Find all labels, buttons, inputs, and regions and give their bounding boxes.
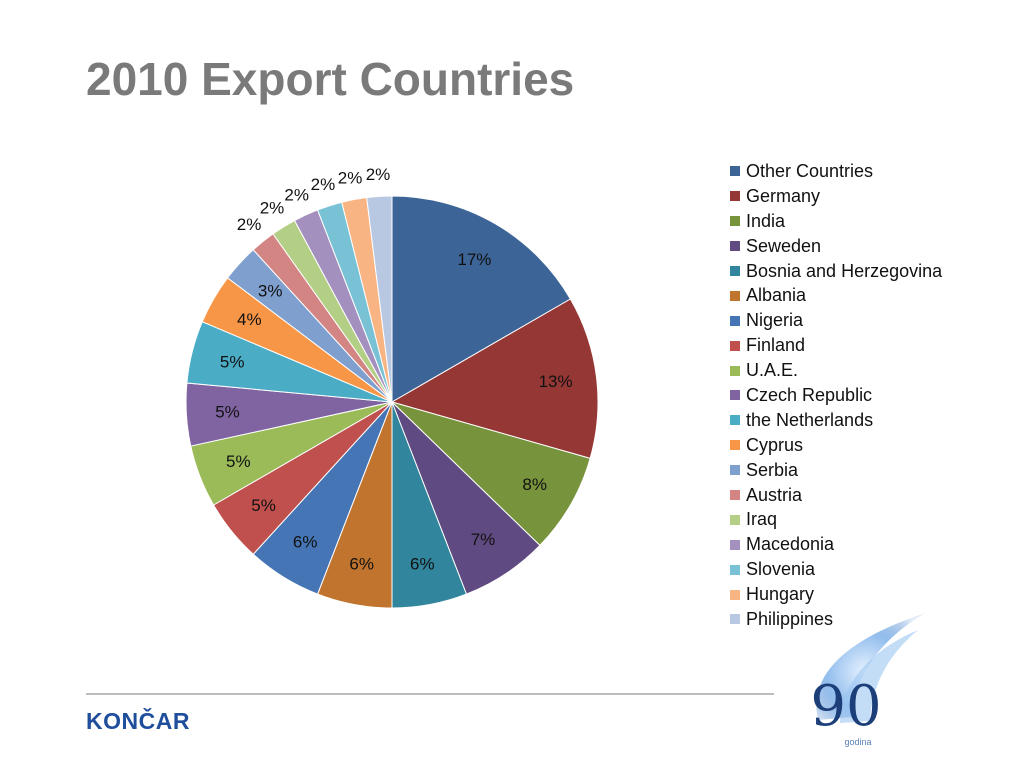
legend-label: Nigeria (746, 310, 804, 331)
legend-item-albania: Albania (730, 283, 942, 308)
legend-swatch (730, 490, 740, 501)
legend-item-philippines: Philippines (730, 607, 942, 632)
pie-data-labels: 17%13%8%7%6%6%6%5%5%5%5%4%3%2%2%2%2% 2% 2% (215, 165, 572, 574)
legend-swatch (730, 365, 740, 376)
legend-item-cyprus: Cyprus (730, 433, 942, 458)
legend-label: the Netherlands (746, 409, 874, 430)
legend-item-slovenia: Slovenia (730, 557, 942, 582)
legend-item-india: India (730, 209, 942, 234)
data-label: 4% (237, 310, 262, 329)
pie-slices (185, 195, 599, 609)
legend-swatch (730, 465, 740, 476)
legend-item-other-countries: Other Countries (730, 159, 942, 184)
pie-slice-other-countries (391, 195, 572, 403)
pie-slice-philippines (366, 195, 393, 403)
legend-label: Cyprus (746, 434, 804, 455)
legend-label: Albania (746, 285, 807, 306)
legend-item-nigeria: Nigeria (730, 308, 942, 333)
data-label: 6% (293, 533, 318, 552)
legend-swatch (730, 191, 740, 202)
anniversary-number: 90 (810, 674, 881, 739)
swirl-shape (816, 613, 925, 720)
legend-label: Serbia (746, 459, 799, 480)
data-label: 2% (260, 199, 285, 218)
data-label: 17% (457, 250, 491, 269)
legend-swatch (730, 589, 740, 600)
data-label: 2% (311, 175, 336, 194)
legend-swatch (730, 614, 740, 625)
data-label: 2% (366, 165, 391, 184)
legend-label: Finland (746, 335, 806, 356)
legend-swatch (730, 514, 740, 525)
legend-label: Philippines (746, 608, 834, 629)
legend-swatch (730, 266, 740, 276)
legend-item-austria: Austria (730, 483, 942, 508)
pie-slice-germany (390, 298, 599, 459)
data-label: 13% (539, 372, 573, 391)
data-label: 5% (215, 403, 240, 422)
legend-item-seweden: Seweden (730, 234, 942, 259)
legend-swatch (730, 564, 740, 575)
legend-label: Iraq (746, 509, 778, 530)
legend-swatch (730, 390, 740, 401)
legend-swatch (730, 241, 740, 252)
legend-item-u-a-e: U.A.E. (730, 358, 942, 383)
legend-swatch (730, 166, 740, 177)
legend-item-hungary: Hungary (730, 582, 942, 607)
legend-item-the-netherlands: the Netherlands (730, 408, 942, 433)
legend-label: Czech Republic (746, 384, 873, 405)
legend-item-iraq: Iraq (730, 507, 942, 532)
legend-swatch (730, 415, 740, 426)
legend-item-germany: Germany (730, 184, 942, 209)
legend-swatch (730, 539, 740, 550)
chart-legend: Other Countries Germany India Seweden Bosnia… (730, 159, 942, 632)
data-label: 5% (251, 496, 276, 515)
legend-label: Germany (746, 185, 821, 206)
data-label: 6% (410, 555, 435, 574)
legend-item-bosnia-and-herzegovina: Bosnia and Herzegovina (730, 259, 942, 284)
data-label: 2% (284, 185, 309, 204)
footer-divider (86, 693, 774, 695)
legend-swatch (730, 290, 740, 301)
data-label: 5% (220, 352, 245, 371)
pie-chart: 17%13%8%7%6%6%6%5%5%5%5%4%3%2%2%2%2% 2% 2% (185, 165, 599, 609)
anniversary-caption: godina (844, 737, 871, 747)
legend-item-czech-republic: Czech Republic (730, 383, 942, 408)
legend-label: Hungary (746, 584, 815, 605)
legend-swatch (730, 216, 740, 227)
data-label: 2% (237, 215, 262, 234)
legend-label: Macedonia (746, 534, 835, 555)
anniversary-90-logo: 90 godina (810, 613, 925, 747)
data-label: 2% (338, 168, 363, 187)
legend-label: Bosnia and Herzegovina (746, 260, 943, 281)
legend-item-macedonia: Macedonia (730, 532, 942, 557)
legend-item-serbia: Serbia (730, 458, 942, 483)
koncar-logo: KONČAR (86, 708, 190, 734)
legend-label: U.A.E. (746, 360, 799, 381)
legend-swatch (730, 340, 740, 351)
data-label: 8% (522, 475, 547, 494)
legend-label: Other Countries (746, 160, 874, 181)
legend-swatch (730, 315, 740, 326)
pie-slice-india (391, 401, 591, 547)
data-label: 6% (349, 555, 374, 574)
data-label: 3% (258, 282, 283, 301)
legend-item-finland: Finland (730, 333, 942, 358)
data-label: 5% (226, 452, 251, 471)
legend-label: Slovenia (746, 559, 816, 580)
legend-label: Austria (746, 484, 803, 505)
legend-swatch (730, 440, 740, 451)
legend-label: Seweden (746, 235, 822, 256)
data-label: 7% (471, 530, 496, 549)
legend-label: India (746, 210, 786, 231)
swirl-shape (840, 630, 918, 723)
slide-title: 2010 Export Countries (86, 53, 575, 105)
